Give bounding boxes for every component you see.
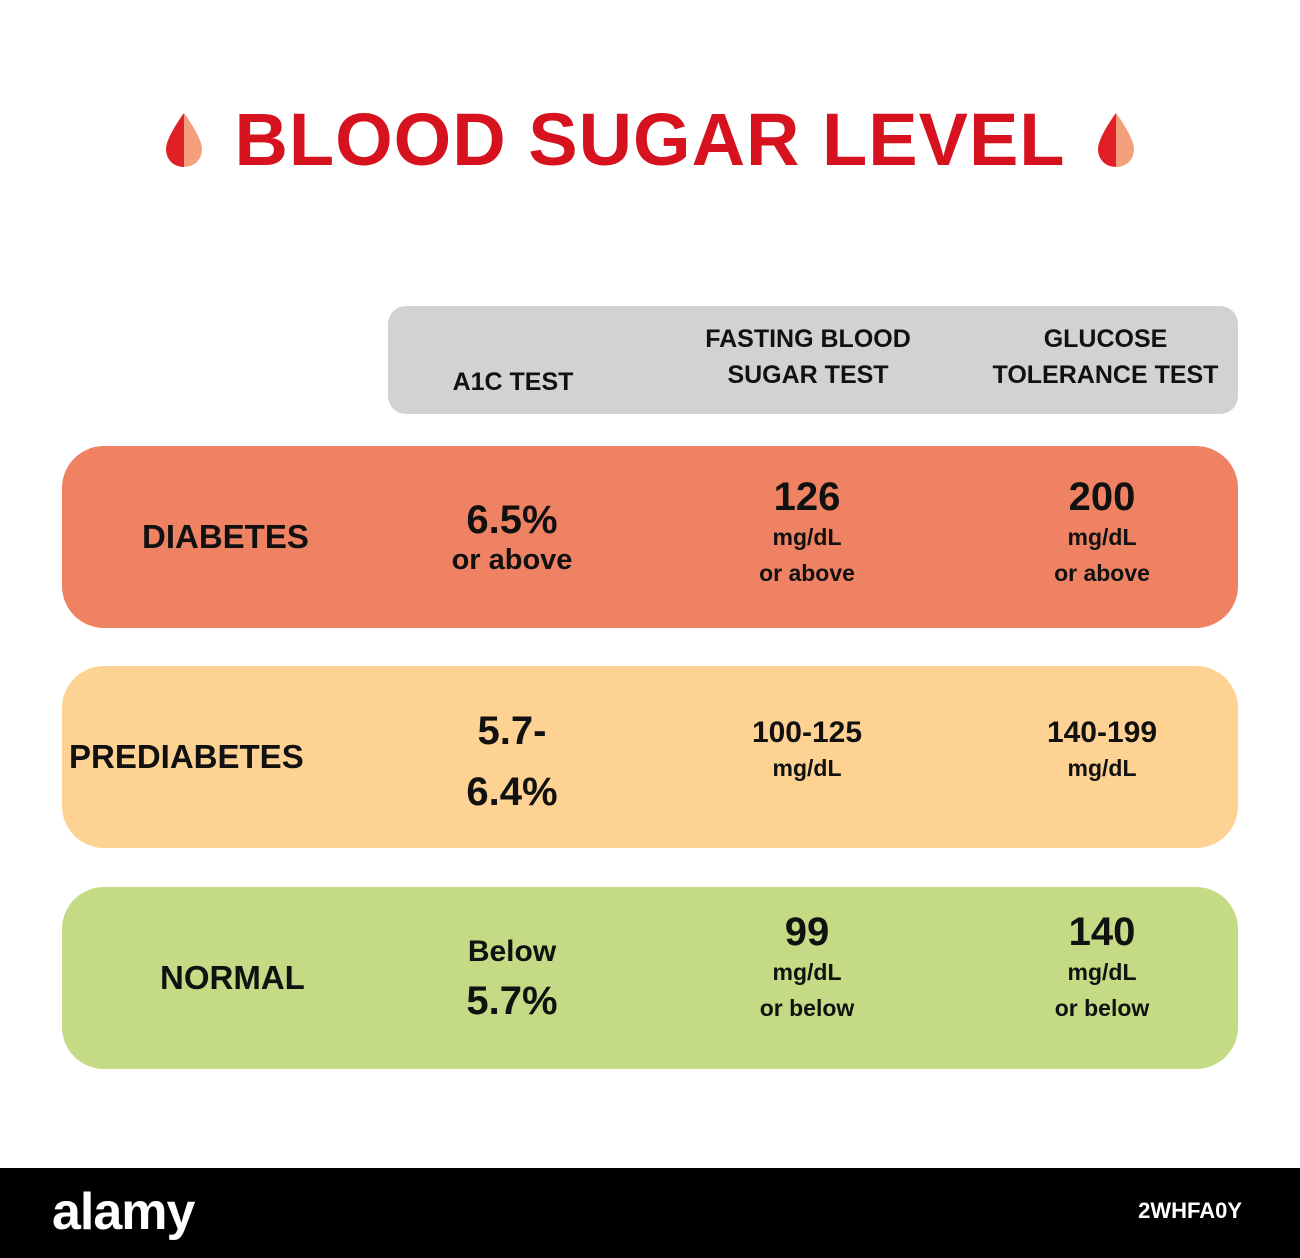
header-a1c-label: A1C TEST	[452, 367, 574, 396]
header-glucose: GLUCOSE TOLERANCE TEST	[973, 306, 1238, 414]
cell-diabetes-glucose: 200 mg/dL or above	[982, 446, 1222, 628]
row-prediabetes: PREDIABETES 5.7- 6.4% 100-125 mg/dL 140-…	[62, 666, 1238, 848]
cell-prediabetes-fasting: 100-125 mg/dL	[687, 666, 927, 848]
blood-drop-icon	[166, 113, 203, 167]
glucose-value: 200	[1068, 475, 1136, 520]
cell-normal-a1c: Below 5.7%	[392, 887, 632, 1069]
glucose-note: or above	[1054, 560, 1150, 586]
cell-prediabetes-glucose: 140-199 mg/dL	[982, 666, 1222, 848]
fasting-unit: mg/dL	[772, 755, 842, 782]
header-fasting: FASTING BLOOD SUGAR TEST	[678, 306, 938, 414]
header-fasting-line1: FASTING BLOOD	[705, 324, 911, 353]
a1c-line2: 5.7%	[466, 979, 558, 1024]
fasting-value: 126	[773, 475, 841, 520]
cell-prediabetes-a1c: 5.7- 6.4%	[392, 666, 632, 848]
page-title: BLOOD SUGAR LEVEL	[234, 98, 1066, 181]
header-glucose-line2: TOLERANCE TEST	[992, 361, 1219, 389]
header-glucose-line1: GLUCOSE	[1043, 324, 1168, 353]
a1c-line2: 6.4%	[466, 770, 558, 814]
a1c-line1: 5.7-	[477, 709, 547, 753]
row-normal: NORMAL Below 5.7% 99 mg/dL or below 140 …	[62, 887, 1238, 1069]
row-label-normal: NORMAL	[160, 959, 305, 996]
fasting-unit: mg/dL	[772, 524, 842, 551]
glucose-value: 140	[1068, 910, 1136, 955]
glucose-unit: mg/dL	[1067, 959, 1137, 986]
cell-normal-glucose: 140 mg/dL or below	[982, 887, 1222, 1069]
image-id: 2WHFA0Y	[1138, 1198, 1242, 1223]
blood-drop-icon	[1097, 113, 1134, 167]
title-bar: BLOOD SUGAR LEVEL	[0, 85, 1300, 195]
fasting-note: or above	[759, 560, 855, 586]
a1c-line1: Below	[467, 934, 557, 968]
row-diabetes: DIABETES 6.5% or above 126 mg/dL or abov…	[62, 446, 1238, 628]
header-a1c: A1C TEST	[388, 306, 638, 414]
fasting-unit: mg/dL	[772, 959, 842, 986]
fasting-note: or below	[759, 995, 855, 1021]
glucose-unit: mg/dL	[1067, 524, 1137, 551]
header-fasting-line2: SUGAR TEST	[727, 361, 889, 389]
cell-diabetes-fasting: 126 mg/dL or above	[687, 446, 927, 628]
brand-logo: alamy	[52, 1183, 195, 1241]
watermark-footer: alamy 2WHFA0Y	[0, 1168, 1300, 1258]
row-label-diabetes: DIABETES	[142, 518, 309, 555]
table-header: A1C TEST FASTING BLOOD SUGAR TEST GLUCOS…	[388, 306, 1238, 414]
a1c-note: or above	[451, 543, 573, 576]
row-label-prediabetes: PREDIABETES	[69, 738, 304, 775]
a1c-value: 6.5%	[466, 497, 558, 542]
cell-normal-fasting: 99 mg/dL or below	[687, 887, 927, 1069]
glucose-value: 140-199	[1046, 716, 1158, 750]
glucose-note: or below	[1054, 995, 1150, 1021]
cell-diabetes-a1c: 6.5% or above	[392, 446, 632, 628]
glucose-unit: mg/dL	[1067, 755, 1137, 782]
fasting-value: 100-125	[751, 716, 863, 750]
fasting-value: 99	[784, 910, 830, 955]
